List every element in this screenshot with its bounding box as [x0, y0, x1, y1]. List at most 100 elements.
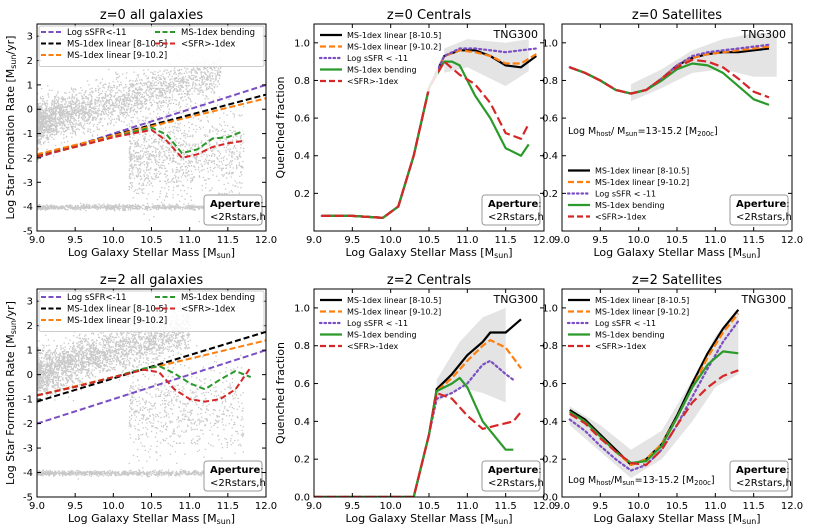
- aperture-box: Aperture: <2Rstars,h: [481, 194, 544, 226]
- legend-label: <SFR>-1dex: [595, 342, 646, 351]
- y-tick-label: -4: [23, 202, 33, 213]
- panel-title: z=2 Centrals: [387, 273, 471, 288]
- x-tick-label: 11.0: [456, 501, 478, 512]
- legend-frame: [38, 25, 265, 67]
- legend-label: MS-1dex linear [8-10.5]: [347, 296, 441, 305]
- legend-item: Log sSFR<-11: [41, 293, 127, 303]
- legend-item: MS-1dex linear [8-10.5]: [320, 31, 441, 40]
- x-tick-label: 10.0: [380, 501, 402, 512]
- y-tick-label: 0.4: [542, 417, 558, 428]
- series-line-4: [569, 58, 770, 99]
- y-tick-label: 0.2: [542, 189, 558, 200]
- x-tick-label: 11.0: [179, 235, 201, 246]
- legend-label: MS-1dex linear [8-10.5]: [595, 296, 689, 305]
- legend-item: MS-1dex linear [9-10.2]: [568, 178, 689, 187]
- panel-title: z=2 all galaxies: [100, 273, 204, 288]
- x-tick-label: 11.5: [743, 501, 765, 512]
- x-tick-label: 10.0: [628, 501, 650, 512]
- series-line-0: [37, 349, 266, 425]
- legend: MS-1dex linear [8-10.5] MS-1dex linear [9…: [566, 163, 689, 227]
- panel-title: z=2 Satellites: [632, 273, 722, 288]
- legend-item: MS-1dex bending: [568, 201, 665, 210]
- x-tick-label: 9.0: [554, 501, 570, 512]
- scatter-cloud: [37, 47, 245, 223]
- x-tick-label: 11.5: [217, 235, 239, 246]
- y-axis-label: Log Star Formation Rate [Msun/yr]: [4, 36, 18, 220]
- plot-area: [568, 307, 740, 479]
- x-tick-label: 9.5: [344, 501, 360, 512]
- x-tick-label: 11.5: [495, 235, 517, 246]
- legend-label: <SFR>-1dex: [595, 213, 646, 222]
- y-tick-label: 0.0: [542, 493, 558, 504]
- y-tick-label: 0.8: [542, 341, 558, 352]
- aperture-label: Aperture:: [736, 199, 790, 210]
- y-tick-label: 0.6: [294, 379, 310, 390]
- legend-label: Log sSFR < -11: [347, 319, 408, 328]
- y-axis: 0.0 0.2 0.4 0.6 0.8 1.0: [542, 303, 792, 504]
- legend-label: MS-1dex linear [9-10.2]: [595, 308, 689, 317]
- y-tick-label: 1: [27, 80, 33, 91]
- legend-item: Log sSFR<-11: [41, 28, 127, 38]
- plot-area: [37, 47, 266, 223]
- host-mass-annotation: Log Mhost/Msun=13-15.2 [M200c]: [568, 475, 715, 487]
- panel-title: z=0 all galaxies: [100, 8, 204, 23]
- uncertainty-band: [631, 33, 777, 102]
- plot-area: [320, 39, 538, 219]
- y-tick-label: -4: [23, 468, 33, 479]
- legend-label: <SFR>-1dex: [181, 305, 235, 315]
- y-tick-label: 0.0: [294, 493, 310, 504]
- y-tick-label: 0.2: [542, 455, 558, 466]
- x-axis: 9.0 9.5 10.0 10.5 11.0 11.5 12.0: [554, 24, 803, 246]
- aperture-box: Aperture: <2Rstars,h: [481, 460, 544, 492]
- legend-label: Log sSFR<-11: [67, 293, 127, 303]
- y-tick-label: 3: [27, 32, 33, 43]
- x-tick-label: 9.5: [67, 501, 83, 512]
- x-tick-label: 11.0: [456, 235, 478, 246]
- panel-p00: 9.0 9.5 10.0 10.5 11.0 11.5 12.0 -5 -4 -3 -2 -1 0 1 2 3…: [4, 8, 277, 260]
- aperture-value: <2Rstars,h: [736, 212, 792, 223]
- series-line-4: [314, 391, 522, 497]
- legend-item: MS-1dex bending: [568, 331, 665, 340]
- legend-item: MS-1dex linear [8-10.5]: [320, 296, 441, 305]
- aperture-label: Aperture:: [210, 465, 264, 476]
- x-tick-label: 9.0: [29, 235, 45, 246]
- x-axis-label: Log Galaxy Stellar Mass [Msun]: [68, 246, 235, 260]
- legend-label: <SFR>-1dex: [181, 40, 235, 50]
- x-tick-label: 10.0: [628, 235, 650, 246]
- y-axis: 0.2 0.4 0.6 0.8 1.0: [294, 38, 544, 200]
- plot-area: [37, 300, 266, 480]
- aperture-frame: [203, 460, 263, 492]
- legend-item: Log sSFR < -11: [566, 319, 656, 328]
- legend-label: MS-1dex bending: [595, 201, 665, 210]
- legend-label: MS-1dex linear [9-10.2]: [67, 51, 167, 61]
- x-tick-label: 12.0: [781, 501, 803, 512]
- x-tick-label: 10.5: [666, 235, 688, 246]
- aperture-box: Aperture: <2Rstars,h: [729, 460, 792, 492]
- legend-item: MS-1dex bending: [155, 293, 255, 303]
- aperture-frame: [481, 194, 541, 226]
- x-tick-label: 10.5: [418, 235, 440, 246]
- y-tick-label: 2: [27, 321, 33, 332]
- legend-item: MS-1dex linear [9-10.2]: [41, 51, 167, 61]
- legend-item: MS-1dex linear [8-10.5]: [41, 40, 167, 50]
- x-tick-label: 9.5: [67, 235, 83, 246]
- legend-item: <SFR>-1dex: [155, 40, 235, 50]
- series-line-4: [37, 128, 244, 159]
- y-tick-label: -1: [23, 129, 33, 140]
- y-tick-label: -2: [23, 419, 33, 430]
- legend-label: MS-1dex linear [9-10.2]: [67, 316, 167, 326]
- y-tick-label: 0.4: [294, 417, 310, 428]
- legend-frame: [38, 290, 265, 332]
- y-tick-label: 0.8: [542, 76, 558, 87]
- y-tick-label: 0.2: [294, 455, 310, 466]
- x-axis: 9.0 9.5 10.0 10.5 11.0 11.5 12.0: [306, 24, 555, 246]
- x-tick-label: 11.0: [704, 235, 726, 246]
- aperture-label: Aperture:: [488, 199, 542, 210]
- panel-title: z=0 Centrals: [387, 8, 471, 23]
- series-line-3: [569, 62, 770, 106]
- legend-label: MS-1dex linear [8-10.5]: [595, 167, 689, 176]
- x-axis-label: Log Galaxy Stellar Mass [Msun]: [345, 512, 512, 526]
- legend-label: Log sSFR < -11: [347, 54, 408, 63]
